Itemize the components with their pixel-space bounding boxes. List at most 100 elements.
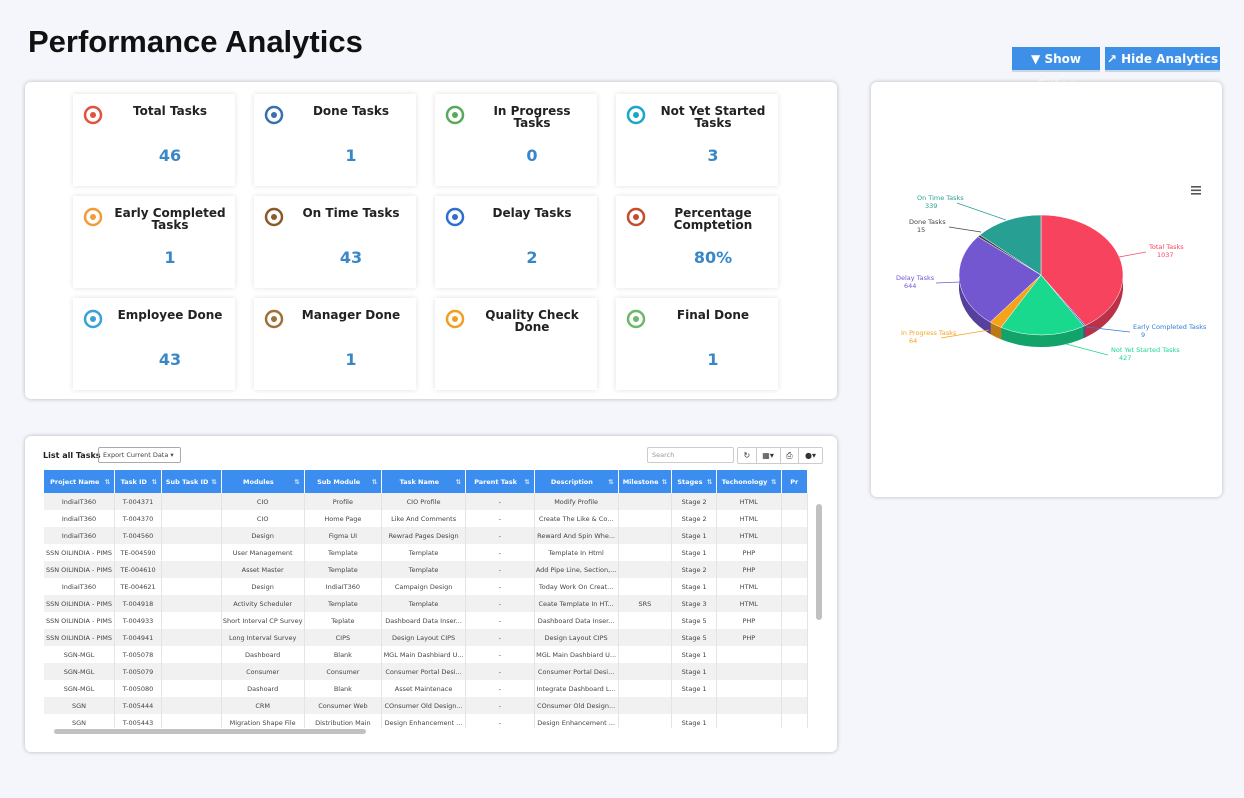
column-header[interactable]: Techonology ⇅ bbox=[716, 470, 782, 493]
table-cell: IndiaIT360 bbox=[44, 578, 116, 595]
table-cell: Create The Like & Co... bbox=[534, 510, 619, 527]
table-cell: Blank bbox=[304, 646, 383, 663]
icon-shape bbox=[445, 309, 465, 329]
sort-icon: ⇅ bbox=[524, 477, 530, 486]
table-cell: Stage 3 bbox=[671, 595, 718, 612]
icon-shape bbox=[264, 105, 284, 125]
table-cell: Stage 5 bbox=[671, 612, 718, 629]
table-cell: - bbox=[465, 578, 535, 595]
card-icon bbox=[626, 207, 646, 227]
table-cell: T-004918 bbox=[114, 595, 162, 612]
table-row: SGN T-005443 Migration Shape File Distribut… bbox=[44, 714, 808, 728]
column-header[interactable]: Stages ⇅ bbox=[671, 470, 718, 493]
stat-card: Employee Done 43 bbox=[73, 298, 235, 390]
table-cell bbox=[781, 714, 808, 728]
table-cell: SGN bbox=[44, 714, 116, 728]
column-header[interactable]: Description ⇅ bbox=[534, 470, 619, 493]
pie-slice bbox=[1000, 274, 1085, 336]
table-cell bbox=[161, 697, 222, 714]
export-select[interactable]: Export Current Data ▾ bbox=[98, 447, 181, 463]
table-cell bbox=[781, 629, 808, 646]
column-label: Milestone bbox=[622, 477, 659, 486]
table-cell: Distribution Main bbox=[304, 714, 383, 728]
column-header[interactable]: Modules ⇅ bbox=[221, 470, 305, 493]
column-header[interactable]: Task Name ⇅ bbox=[381, 470, 466, 493]
h-scrollbar[interactable] bbox=[54, 729, 366, 734]
column-header[interactable]: Sub Module ⇅ bbox=[304, 470, 383, 493]
table-cell: CRM bbox=[221, 697, 305, 714]
stats-panel: Total Tasks 46 Done Tasks 1 In Progress Task… bbox=[25, 82, 837, 399]
v-scrollbar[interactable] bbox=[816, 504, 822, 620]
table-cell: HTML bbox=[716, 510, 782, 527]
icon-shape bbox=[83, 105, 103, 125]
table-cell bbox=[618, 544, 673, 561]
table-cell: Integrate Dashboard L... bbox=[534, 680, 619, 697]
table-cell: HTML bbox=[716, 493, 782, 510]
column-header[interactable]: Milestone ⇅ bbox=[618, 470, 673, 493]
table-cell: SSN OILINDIA - PIMS bbox=[44, 561, 116, 578]
table-cell bbox=[618, 527, 673, 544]
hide-analytics-button[interactable]: ↗ Hide Analytics bbox=[1105, 47, 1220, 72]
print-button[interactable]: ⎙ bbox=[781, 448, 800, 463]
table-cell: T-005080 bbox=[114, 680, 162, 697]
table-cell bbox=[161, 544, 222, 561]
table-cell bbox=[161, 493, 222, 510]
icon-dot bbox=[633, 316, 639, 322]
column-header[interactable]: Parent Task ⇅ bbox=[465, 470, 535, 493]
column-label: Project Name bbox=[50, 477, 100, 486]
search-input[interactable]: Search bbox=[647, 447, 734, 463]
table-cell: - bbox=[465, 561, 535, 578]
card-title: Done Tasks bbox=[312, 104, 390, 118]
slice-value: 64 bbox=[909, 337, 917, 345]
table-cell: MGL Main Dashbiard U... bbox=[381, 646, 466, 663]
table-cell: Stage 1 bbox=[671, 663, 718, 680]
table-cell bbox=[161, 629, 222, 646]
table-cell: MGL Main Dashbiard U... bbox=[534, 646, 619, 663]
column-header[interactable]: Sub Task ID ⇅ bbox=[161, 470, 222, 493]
table-cell bbox=[161, 527, 222, 544]
column-header[interactable]: Pr bbox=[781, 470, 808, 493]
table-cell bbox=[618, 629, 673, 646]
column-label: Stages bbox=[677, 477, 703, 486]
column-header[interactable]: Project Name ⇅ bbox=[44, 470, 116, 493]
icon-dot bbox=[633, 214, 639, 220]
slice-value: 644 bbox=[904, 282, 916, 290]
sort-icon: ⇅ bbox=[661, 477, 668, 486]
refresh-button[interactable]: ↻ bbox=[738, 448, 757, 463]
table-cell: Consumer Portal Desi... bbox=[534, 663, 619, 680]
label-connector bbox=[956, 202, 1007, 221]
table-cell: Template bbox=[381, 561, 466, 578]
sort-icon: ⇅ bbox=[151, 477, 157, 486]
table-cell: Profile bbox=[304, 493, 383, 510]
export-button[interactable]: ●▾ bbox=[805, 451, 817, 460]
columns-button[interactable]: ▦▾ bbox=[757, 448, 781, 463]
show-filter-button[interactable]: ▼ Show Filter bbox=[1012, 47, 1100, 91]
table-cell: HTML bbox=[716, 527, 782, 544]
icon-shape bbox=[626, 105, 646, 125]
table-cell bbox=[618, 680, 673, 697]
table-cell bbox=[161, 561, 222, 578]
column-label: Modules bbox=[243, 477, 274, 486]
table-cell: - bbox=[465, 680, 535, 697]
table-cell: SSN OILINDIA - PIMS bbox=[44, 595, 116, 612]
table-cell: Reward And Spin Whe... bbox=[534, 527, 619, 544]
card-value: 1 bbox=[345, 146, 357, 165]
table-cell: Home Page bbox=[304, 510, 383, 527]
toolbar: ↻ ▦▾ ⎙ ●▾ bbox=[737, 447, 823, 464]
table-cell: - bbox=[465, 697, 535, 714]
table-cell: SSN OILINDIA - PIMS bbox=[44, 544, 116, 561]
menu-icon[interactable] bbox=[1191, 186, 1201, 195]
table-cell bbox=[716, 663, 782, 680]
table-cell bbox=[618, 612, 673, 629]
table-cell: PHP bbox=[716, 561, 782, 578]
column-label: Techonology bbox=[721, 477, 768, 486]
table-cell: T-004371 bbox=[114, 493, 162, 510]
icon-shape bbox=[264, 207, 284, 227]
card-title: Final Done bbox=[676, 308, 750, 322]
table-cell bbox=[161, 714, 222, 728]
card-value: 2 bbox=[526, 248, 538, 267]
column-header[interactable]: Task ID ⇅ bbox=[114, 470, 162, 493]
table-cell: CIO bbox=[221, 493, 305, 510]
select-label: Export Current Data bbox=[103, 451, 169, 459]
